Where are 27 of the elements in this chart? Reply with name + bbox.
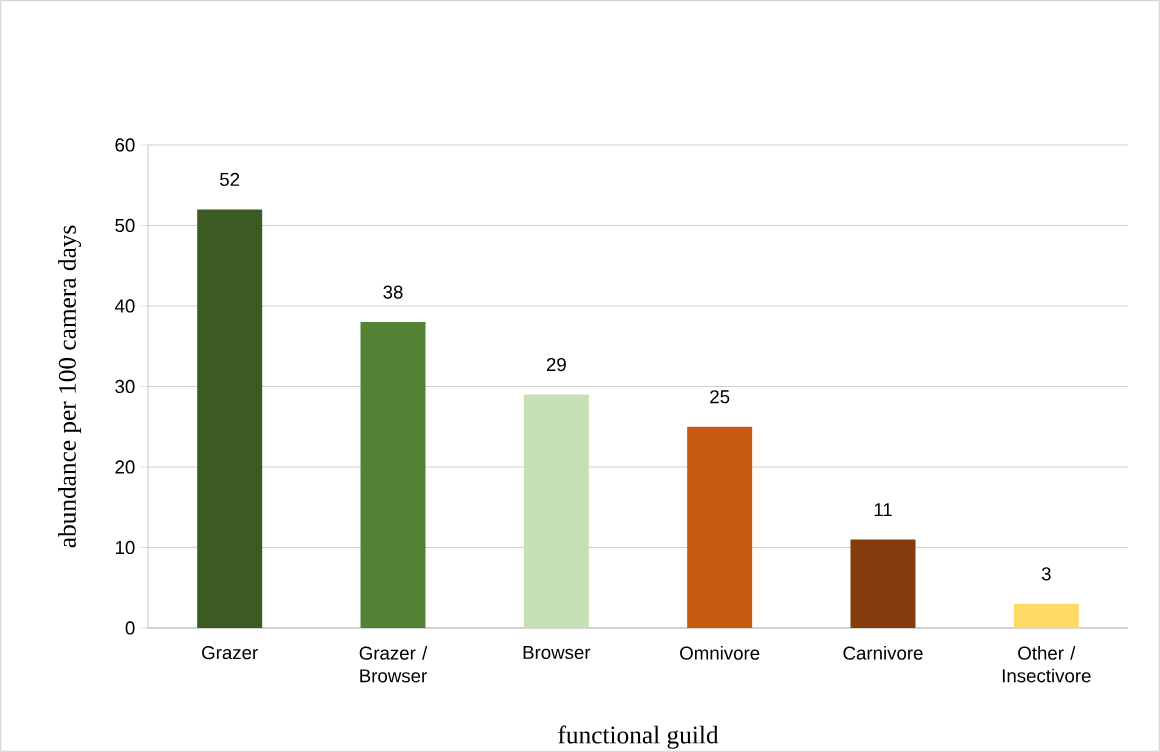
x-tick-label: Browser (523, 646, 591, 660)
data-label: 3 (1041, 567, 1051, 581)
y-tick-label: 30 (115, 379, 135, 394)
bar (687, 426, 753, 628)
bar (1013, 603, 1079, 628)
y-tick-label: 0 (125, 621, 135, 635)
y-tick-label: 20 (115, 460, 135, 474)
x-axis-title: functional guild (558, 725, 719, 749)
data-label: 52 (220, 172, 240, 187)
bar (360, 322, 426, 628)
x-tick-label: Carnivore (843, 646, 923, 660)
y-tick-label: 10 (115, 540, 135, 555)
data-label: 29 (546, 357, 566, 372)
data-label: 38 (383, 285, 403, 299)
x-tick-label: Grazer / Browser (359, 646, 428, 683)
x-tick-label: Omnivore (680, 646, 760, 660)
y-axis-title: abundance per 100 camera days (58, 225, 82, 548)
bar (523, 394, 589, 628)
y-tick-label: 60 (115, 138, 135, 152)
bar (197, 209, 263, 628)
bar (850, 539, 916, 628)
data-label: 11 (874, 503, 892, 517)
x-tick-label: Other / Insectivore (1002, 646, 1091, 683)
data-label: 25 (710, 390, 730, 404)
x-tick-label: Grazer (202, 646, 258, 660)
y-tick-label: 40 (114, 299, 135, 313)
y-tick-label: 50 (115, 218, 135, 233)
